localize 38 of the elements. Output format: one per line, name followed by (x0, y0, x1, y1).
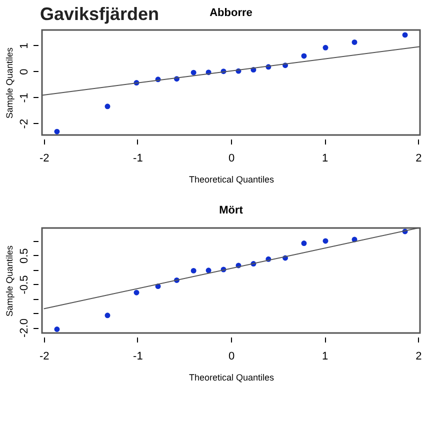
point (54, 128, 60, 134)
x-tick-label: -2 (39, 350, 50, 362)
y-tick-label: 0.5 (18, 248, 30, 264)
x-axis-title: Theoretical Quantiles (188, 174, 275, 184)
x-tick-label: 2 (416, 350, 422, 362)
x-tick-label: -2 (39, 152, 50, 164)
y-tick-label: -2.0 (18, 318, 30, 338)
x-tick-label: 0 (228, 350, 235, 362)
point (322, 238, 328, 244)
y-tick-label: -1 (18, 92, 30, 103)
point (104, 312, 110, 318)
y-tick-label: -0.5 (18, 275, 30, 294)
y-axis-title: Sample Quantiles (4, 244, 14, 317)
point (322, 44, 328, 50)
point (190, 268, 196, 274)
point (352, 39, 358, 45)
x-tick-label: -1 (133, 152, 143, 164)
x-tick-label: 1 (322, 350, 328, 362)
point (301, 53, 307, 59)
point (134, 290, 140, 296)
point (104, 104, 110, 110)
x-axis-title: Theoretical Quantiles (188, 372, 275, 382)
x-tick-label: -1 (133, 350, 143, 362)
text: Gaviksfjärden (40, 4, 160, 25)
y-tick-label: 1 (18, 42, 30, 49)
y-axis-title: Sample Quantiles (4, 46, 14, 119)
x-tick-label: 0 (228, 152, 235, 164)
point (402, 32, 408, 38)
point (54, 326, 60, 332)
point (206, 268, 212, 274)
y-tick-label: 0 (18, 68, 30, 75)
point (190, 70, 196, 76)
chart-title: Abborre (210, 7, 252, 19)
chart-title: Mört (219, 204, 244, 216)
point (301, 240, 307, 246)
y-tick-label: -2 (18, 118, 30, 129)
x-tick-label: 2 (416, 152, 422, 164)
x-tick-label: 1 (322, 152, 328, 164)
